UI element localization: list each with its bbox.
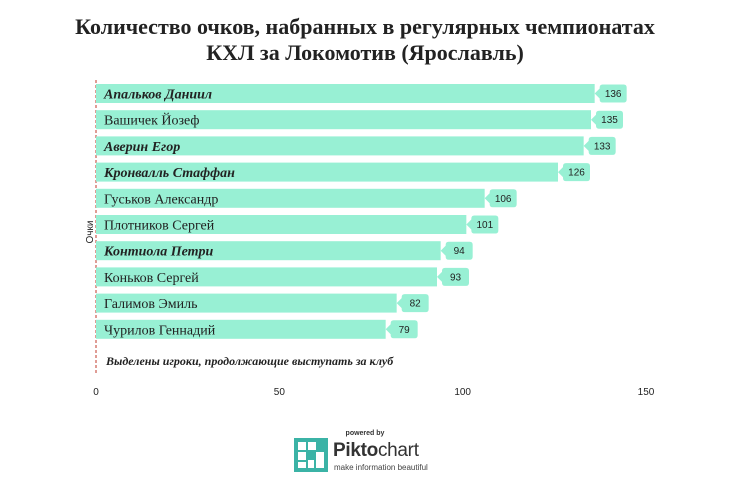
value-label: 93 bbox=[450, 272, 462, 283]
bar bbox=[96, 215, 467, 234]
bar bbox=[96, 241, 441, 261]
x-tick-label: 150 bbox=[638, 387, 655, 398]
brand-part2: chart bbox=[377, 440, 419, 461]
category-label: Контиола Петри bbox=[103, 245, 214, 260]
chart-title-line1: Количество очков, набранных в регулярных… bbox=[75, 14, 655, 39]
bar bbox=[96, 293, 397, 313]
category-label: Вашичек Йозеф bbox=[104, 112, 199, 129]
value-label-box bbox=[594, 84, 627, 103]
value-label: 133 bbox=[594, 141, 611, 152]
value-label-box bbox=[385, 320, 418, 339]
value-label: 136 bbox=[605, 89, 622, 100]
value-label: 126 bbox=[568, 168, 585, 179]
powered-by-text: powered by bbox=[345, 430, 385, 437]
category-label: Плотников Сергей bbox=[104, 219, 215, 234]
value-label-box bbox=[558, 163, 590, 182]
x-axis-ticks: 0 50 100 150 bbox=[93, 387, 655, 398]
value-label: 94 bbox=[454, 246, 466, 257]
category-label: Апальков Даниил bbox=[103, 88, 212, 103]
value-label: 106 bbox=[495, 194, 512, 205]
bar bbox=[96, 110, 591, 130]
x-tick-label: 0 bbox=[93, 387, 99, 398]
brand-part1: Pikto bbox=[333, 440, 378, 461]
x-tick-label: 50 bbox=[274, 387, 286, 398]
bar bbox=[96, 319, 386, 339]
category-label: Коньков Сергей bbox=[104, 271, 199, 286]
value-label-box bbox=[437, 267, 469, 286]
value-label: 82 bbox=[410, 299, 422, 310]
value-label: 79 bbox=[399, 325, 411, 336]
bar bbox=[96, 267, 437, 287]
bar bbox=[96, 162, 558, 182]
value-label-box bbox=[396, 294, 429, 313]
bar bbox=[96, 136, 584, 156]
piktochart-brand: Piktochart bbox=[333, 440, 419, 462]
category-label: Галимов Эмиль bbox=[104, 297, 198, 312]
chart-title-line2: КХЛ за Локомотив (Ярославль) bbox=[206, 40, 524, 65]
value-label-box bbox=[484, 189, 517, 208]
bar bbox=[96, 188, 485, 208]
bar bbox=[96, 84, 595, 103]
piktochart-tagline: make information beautiful bbox=[334, 463, 428, 472]
category-label: Аверин Егор bbox=[103, 140, 180, 155]
y-axis-label: Очки bbox=[85, 221, 96, 244]
x-tick-label: 100 bbox=[454, 387, 471, 398]
value-label-box bbox=[466, 215, 499, 234]
value-label-box bbox=[591, 110, 623, 129]
value-label: 101 bbox=[476, 220, 493, 231]
chart-title: Количество очков, набранных в регулярных… bbox=[0, 14, 730, 66]
value-label-box bbox=[583, 136, 616, 155]
value-label: 135 bbox=[601, 115, 618, 126]
bars-group: Апальков Даниил 136 Вашичек Йозеф 135 Аверин… bbox=[96, 84, 627, 339]
piktochart-logo-icon bbox=[294, 438, 328, 472]
category-label: Кронвалль Стаффан bbox=[103, 166, 235, 181]
value-label-box bbox=[440, 241, 473, 260]
chart-annotation: Выделены игроки, продолжающие выступать … bbox=[105, 354, 394, 368]
category-label: Гуськов Александр bbox=[104, 192, 218, 207]
category-label: Чурилов Геннадий bbox=[104, 323, 216, 338]
